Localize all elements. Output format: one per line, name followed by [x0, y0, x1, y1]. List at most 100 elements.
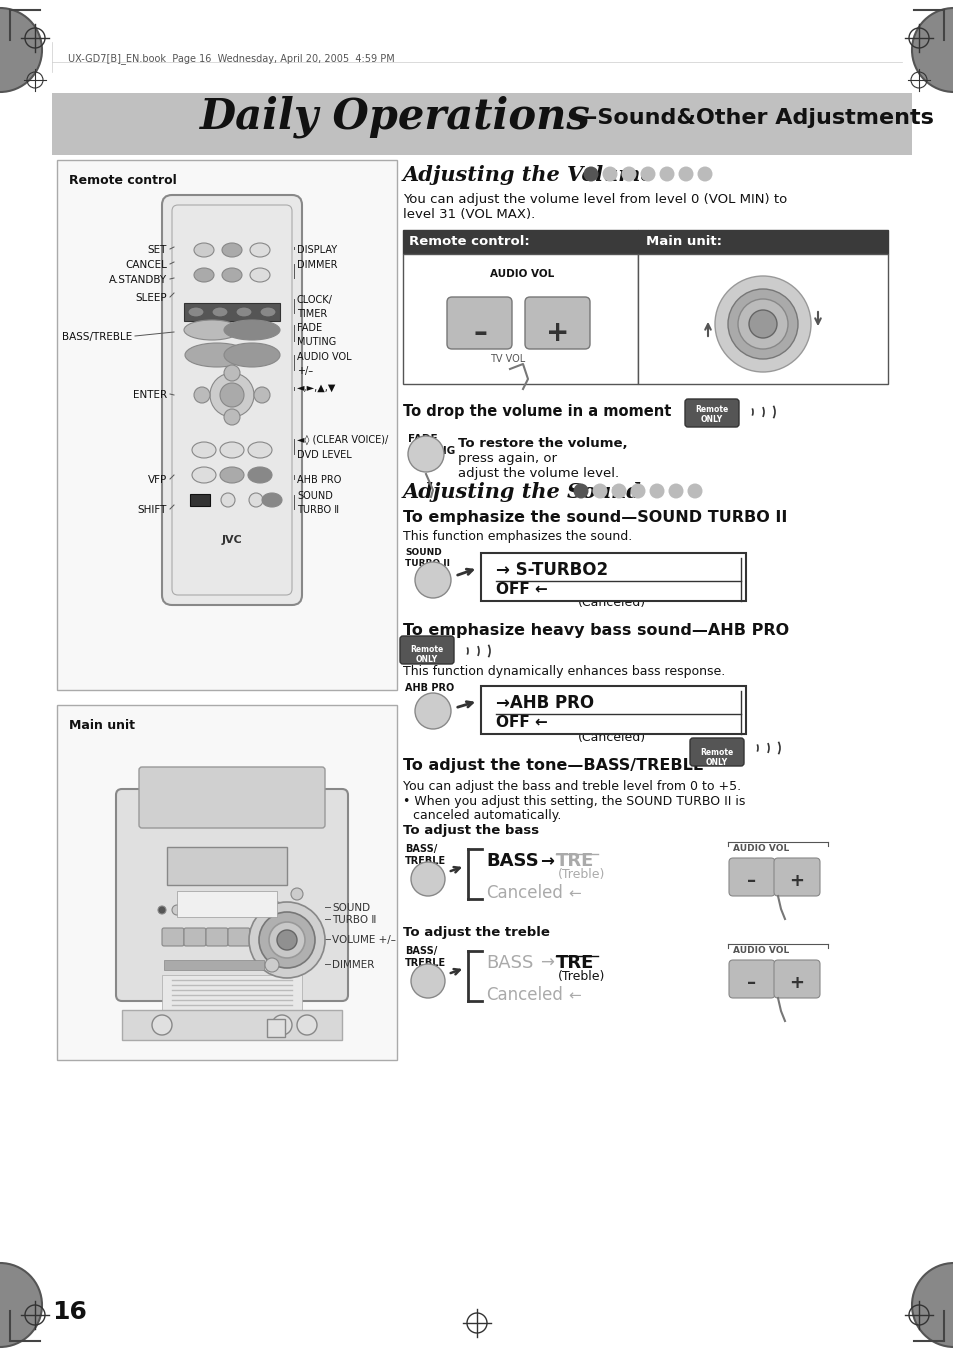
Text: BASS/: BASS/ [405, 844, 436, 854]
Text: DISPLAY: DISPLAY [296, 245, 336, 255]
Text: JVC: JVC [221, 535, 242, 544]
Text: DIMMER: DIMMER [296, 259, 337, 270]
Text: TIMER: TIMER [296, 309, 327, 319]
Ellipse shape [185, 343, 249, 367]
Bar [52, 93, 911, 155]
Circle shape [269, 902, 285, 917]
Ellipse shape [212, 307, 228, 317]
Circle shape [193, 386, 210, 403]
Circle shape [158, 907, 166, 915]
Bar [402, 254, 638, 384]
Text: Daily Operations: Daily Operations [200, 96, 590, 139]
FancyBboxPatch shape [228, 928, 250, 946]
Text: MUTING: MUTING [408, 446, 455, 457]
Ellipse shape [224, 320, 280, 340]
Text: BASS/: BASS/ [405, 946, 436, 957]
Text: SOUND: SOUND [405, 549, 441, 557]
FancyBboxPatch shape [684, 399, 739, 427]
Circle shape [602, 166, 617, 181]
Text: ←: ← [567, 886, 580, 901]
Ellipse shape [248, 467, 272, 484]
FancyBboxPatch shape [773, 961, 820, 998]
Circle shape [224, 365, 240, 381]
Text: Remote
ONLY: Remote ONLY [410, 644, 443, 665]
Text: +: + [789, 974, 803, 992]
Text: SET: SET [148, 245, 167, 255]
Text: OFF ←: OFF ← [496, 715, 547, 730]
Ellipse shape [184, 320, 240, 340]
Text: +: + [546, 319, 569, 347]
Ellipse shape [220, 467, 244, 484]
FancyBboxPatch shape [116, 789, 348, 1001]
Text: AUDIO VOL: AUDIO VOL [732, 844, 788, 852]
Text: ←: ← [567, 988, 580, 1002]
Text: VFP: VFP [148, 476, 167, 485]
Text: Adjusting the Volume: Adjusting the Volume [402, 165, 654, 185]
Bar [480, 686, 745, 734]
Text: Remote
ONLY: Remote ONLY [700, 748, 733, 767]
Circle shape [152, 1015, 172, 1035]
Wedge shape [0, 8, 42, 92]
Bar [190, 494, 210, 507]
Text: TURBO Ⅱ: TURBO Ⅱ [332, 915, 376, 925]
Ellipse shape [220, 442, 244, 458]
Circle shape [592, 484, 607, 499]
FancyBboxPatch shape [162, 195, 302, 605]
Text: level 31 (VOL MAX).: level 31 (VOL MAX). [402, 208, 535, 222]
Ellipse shape [222, 243, 242, 257]
Text: ◄◊ (CLEAR VOICE)/: ◄◊ (CLEAR VOICE)/ [296, 435, 388, 446]
Text: AUDIO VOL: AUDIO VOL [296, 353, 352, 362]
Circle shape [727, 289, 797, 359]
Bar [638, 230, 887, 254]
Text: BASS/TREBLE: BASS/TREBLE [62, 332, 132, 342]
Circle shape [253, 386, 270, 403]
Text: To emphasize heavy bass sound—AHB PRO: To emphasize heavy bass sound—AHB PRO [402, 623, 788, 638]
Circle shape [192, 905, 202, 915]
Text: TREBLE: TREBLE [405, 958, 446, 969]
FancyBboxPatch shape [139, 767, 325, 828]
Text: +/–: +/– [296, 366, 313, 376]
FancyBboxPatch shape [206, 928, 228, 946]
Bar [184, 303, 280, 322]
Text: TREBLE: TREBLE [405, 857, 446, 866]
Text: CANCEL: CANCEL [125, 259, 167, 270]
Ellipse shape [235, 307, 252, 317]
Circle shape [408, 436, 443, 471]
Text: A.STANDBY: A.STANDBY [109, 276, 167, 285]
Text: FADE: FADE [296, 323, 322, 332]
Text: AHB PRO: AHB PRO [296, 476, 341, 485]
Text: +: + [789, 871, 803, 890]
Text: OFF ←: OFF ← [496, 582, 547, 597]
FancyBboxPatch shape [447, 297, 512, 349]
Text: → S-TURBO2: → S-TURBO2 [496, 561, 607, 580]
Text: –: – [746, 871, 756, 890]
Bar [480, 553, 745, 601]
Text: VOLUME +/–: VOLUME +/– [332, 935, 395, 944]
Circle shape [573, 484, 588, 499]
Circle shape [415, 562, 451, 598]
Ellipse shape [188, 307, 204, 317]
Circle shape [210, 373, 253, 417]
Text: (Treble): (Treble) [558, 970, 605, 984]
Circle shape [232, 905, 242, 915]
Text: TURBO II: TURBO II [405, 559, 450, 567]
Circle shape [611, 484, 626, 499]
Text: This function dynamically enhances bass response.: This function dynamically enhances bass … [402, 665, 724, 678]
Circle shape [224, 409, 240, 426]
Text: UX-GD7[B]_EN.book  Page 16  Wednesday, April 20, 2005  4:59 PM: UX-GD7[B]_EN.book Page 16 Wednesday, Apr… [68, 53, 395, 63]
Ellipse shape [192, 442, 215, 458]
FancyBboxPatch shape [399, 636, 454, 663]
Text: TURBO Ⅱ: TURBO Ⅱ [296, 505, 338, 515]
Text: BASS: BASS [485, 852, 538, 870]
Text: AHB PRO: AHB PRO [405, 684, 454, 693]
Wedge shape [911, 8, 953, 92]
Circle shape [630, 484, 645, 499]
Bar [57, 705, 396, 1061]
Text: To emphasize the sound—SOUND TURBO II: To emphasize the sound—SOUND TURBO II [402, 509, 786, 526]
Text: Remote control: Remote control [69, 174, 176, 186]
Bar [638, 254, 887, 384]
Bar [122, 1011, 341, 1040]
FancyBboxPatch shape [728, 858, 774, 896]
Bar [177, 892, 276, 917]
Circle shape [220, 382, 244, 407]
